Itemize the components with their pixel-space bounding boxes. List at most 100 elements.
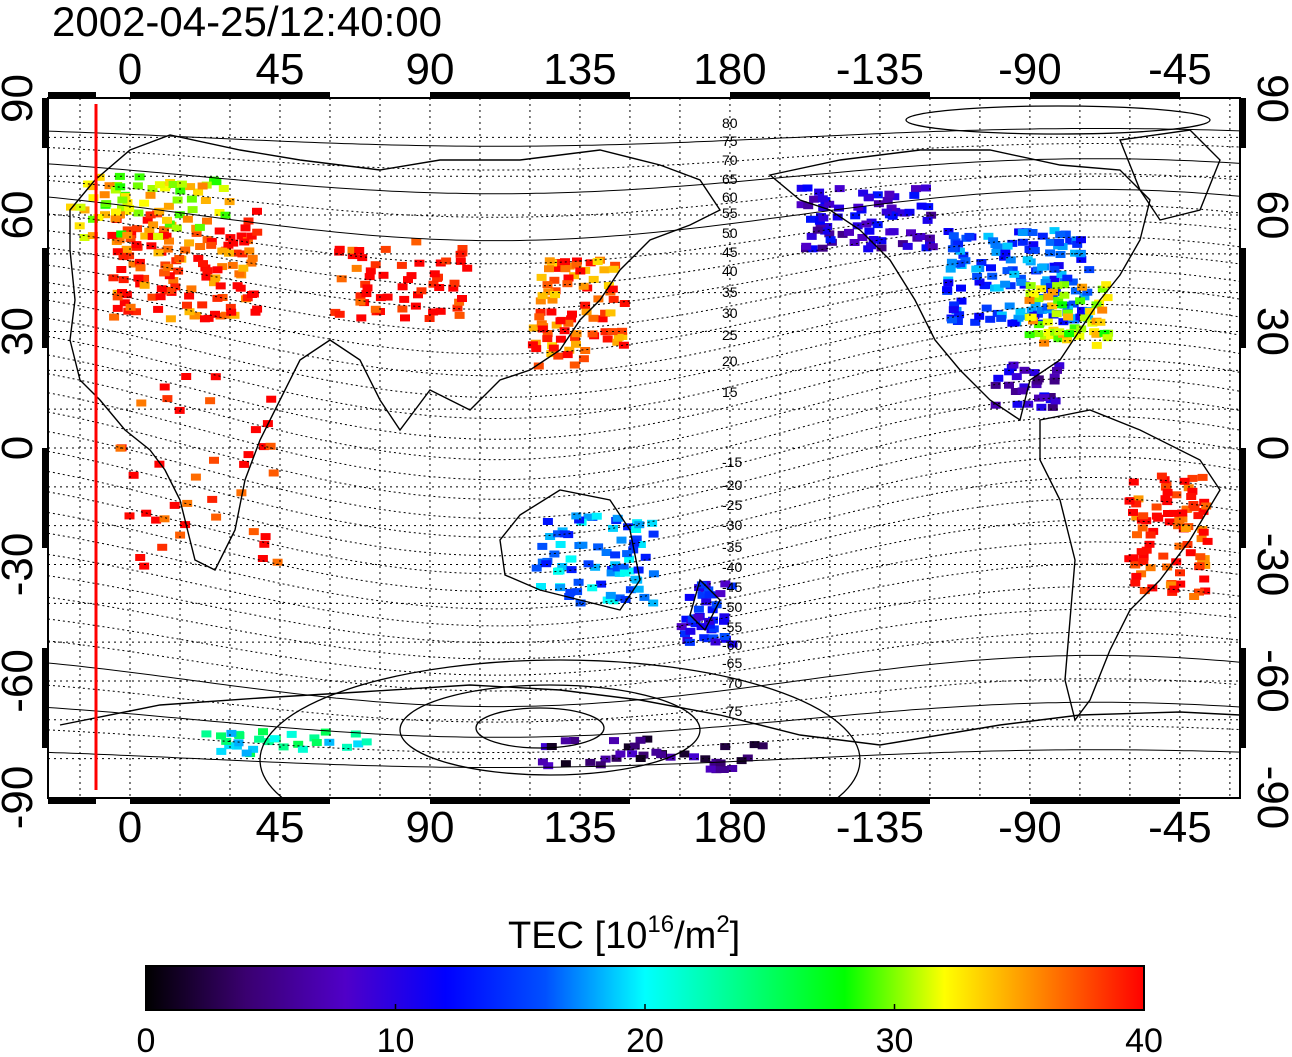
tec-cell <box>247 254 258 262</box>
tec-cell <box>324 738 335 746</box>
tec-cell <box>397 305 408 313</box>
tec-cell <box>863 194 874 202</box>
tec-cell <box>124 512 135 520</box>
tec-cell <box>640 553 651 561</box>
tec-cell <box>844 228 854 236</box>
contour-label: -30 <box>722 517 742 533</box>
tec-cell <box>252 228 263 236</box>
tec-cell <box>943 228 954 235</box>
tec-cell <box>571 340 581 348</box>
contour-label: -15 <box>722 454 742 470</box>
tec-cell <box>612 564 623 572</box>
tec-cell <box>1062 309 1073 317</box>
tec-cell <box>1007 319 1018 327</box>
contour-label: 20 <box>722 353 738 369</box>
tec-cell <box>184 292 195 300</box>
tec-cell <box>211 178 222 186</box>
tec-cell <box>1005 282 1016 290</box>
tec-cell <box>555 335 566 343</box>
tec-cell <box>600 309 611 317</box>
tec-cell <box>715 590 726 598</box>
tec-cell <box>118 253 129 261</box>
tec-cell <box>1057 243 1068 251</box>
tec-cell <box>146 242 157 250</box>
tec-cell <box>796 201 807 209</box>
contour-label: 50 <box>722 225 738 241</box>
tec-cell <box>970 318 981 326</box>
tec-cell <box>334 248 345 256</box>
tec-cell <box>947 245 958 253</box>
tec-cell <box>403 276 413 284</box>
tec-cell <box>796 184 807 192</box>
tec-cell <box>1045 283 1056 291</box>
tec-cell <box>1169 509 1179 517</box>
tec-cell <box>124 252 135 260</box>
tec-cell <box>817 195 828 203</box>
tec-cell <box>617 327 628 335</box>
tec-cell <box>578 355 589 363</box>
latitude-tick-label: -90 <box>0 766 42 830</box>
tec-cell <box>428 280 439 288</box>
tec-cell <box>224 249 234 257</box>
latitude-tick-label: 0 <box>1248 436 1292 460</box>
tec-cell <box>642 735 653 743</box>
tec-cell <box>571 330 582 338</box>
tec-cell <box>1159 476 1170 484</box>
tec-cell <box>1039 339 1050 347</box>
tec-cell <box>999 253 1010 261</box>
tec-cell <box>623 743 634 751</box>
tec-cell <box>172 196 183 204</box>
tec-cell <box>1187 487 1198 495</box>
tec-cell <box>600 328 611 336</box>
tec-cell <box>824 200 835 208</box>
tec-cell <box>1002 267 1013 275</box>
tec-cell <box>132 225 142 233</box>
tec-cell <box>1128 554 1139 562</box>
contour-label: -25 <box>722 497 742 513</box>
tec-cell <box>1160 495 1171 503</box>
tec-cell <box>435 307 446 315</box>
tec-cell <box>1133 495 1144 503</box>
tec-cell <box>269 735 280 743</box>
longitude-tick-label: -135 <box>836 803 924 852</box>
tec-cell <box>112 304 123 312</box>
tec-cell <box>551 321 562 329</box>
tec-cell <box>820 227 831 235</box>
tec-cell <box>564 593 575 600</box>
tec-cell <box>147 293 158 301</box>
contour-label: 15 <box>722 384 738 400</box>
tec-cell <box>87 232 98 240</box>
tec-cell <box>613 333 624 341</box>
tec-cell <box>378 271 389 279</box>
tec-cell <box>881 208 892 216</box>
tec-cell <box>727 640 738 648</box>
contour-label: 30 <box>722 305 738 321</box>
longitude-tick-label: 135 <box>543 45 616 94</box>
tec-cell <box>197 301 208 309</box>
tec-cell <box>164 220 175 228</box>
tec-cell <box>537 758 548 766</box>
tec-cell <box>139 274 150 282</box>
tec-cell <box>336 275 347 283</box>
latitude-tick-label: 60 <box>0 191 42 240</box>
tec-cell <box>882 196 893 204</box>
contour-label: -40 <box>722 559 742 575</box>
tec-cell <box>354 247 365 254</box>
tec-cell <box>676 623 687 631</box>
longitude-tick-label: -135 <box>836 45 924 94</box>
tec-cell <box>1049 275 1060 283</box>
tec-cell <box>981 304 992 312</box>
tec-cell <box>248 528 259 536</box>
tec-cell <box>406 272 417 280</box>
tec-cell <box>278 743 289 751</box>
tec-cell <box>180 521 191 529</box>
tec-cell <box>949 301 960 309</box>
tec-cell <box>986 264 996 272</box>
tec-cell <box>876 237 887 245</box>
tec-cell <box>361 738 372 746</box>
tec-cell <box>711 601 722 609</box>
tec-cell <box>1037 263 1048 271</box>
tec-cell <box>191 229 202 237</box>
tec-cell <box>112 293 123 301</box>
tec-cell <box>593 295 604 303</box>
